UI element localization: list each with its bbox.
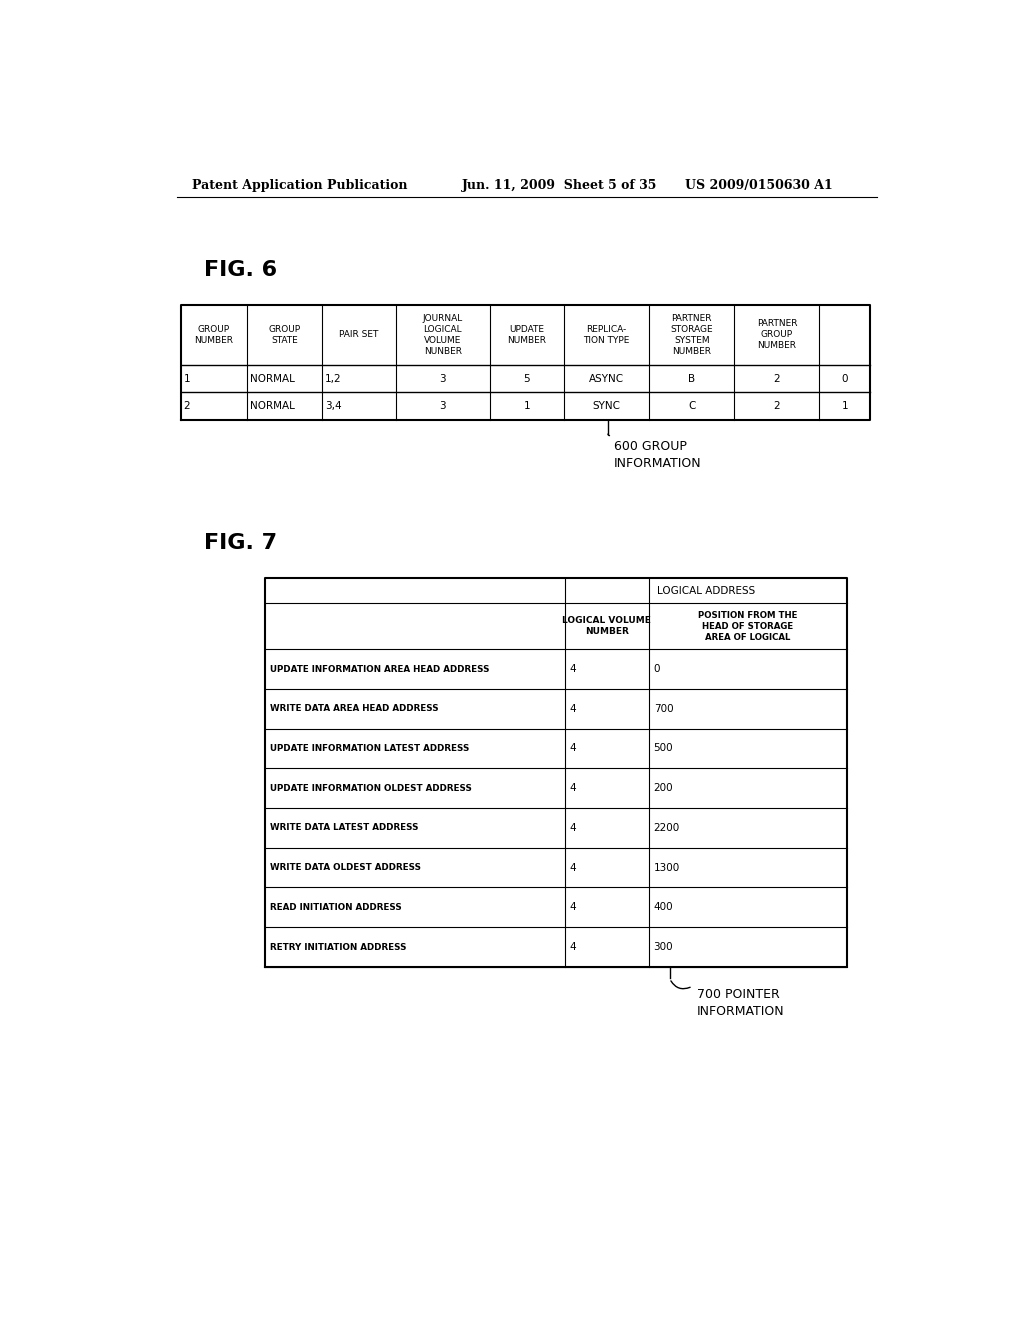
Text: 700 POINTER
INFORMATION: 700 POINTER INFORMATION [696,987,784,1018]
Text: 4: 4 [569,743,575,754]
Text: 0: 0 [842,374,848,384]
Text: 4: 4 [569,783,575,793]
Text: 3,4: 3,4 [325,401,341,412]
Text: B: B [688,374,695,384]
Text: PARTNER
GROUP
NUMBER: PARTNER GROUP NUMBER [757,319,797,350]
Text: 4: 4 [569,704,575,714]
Text: UPDATE INFORMATION AREA HEAD ADDRESS: UPDATE INFORMATION AREA HEAD ADDRESS [270,664,489,673]
Text: READ INITIATION ADDRESS: READ INITIATION ADDRESS [270,903,401,912]
Text: NORMAL: NORMAL [250,401,295,412]
Text: RETRY INITIATION ADDRESS: RETRY INITIATION ADDRESS [270,942,407,952]
Text: 4: 4 [569,942,575,952]
Text: LOGICAL VOLUME
NUMBER: LOGICAL VOLUME NUMBER [562,616,651,636]
Text: POSITION FROM THE
HEAD OF STORAGE
AREA OF LOGICAL: POSITION FROM THE HEAD OF STORAGE AREA O… [698,611,798,642]
Text: 2: 2 [773,401,780,412]
Text: 0: 0 [653,664,660,675]
Text: 600 GROUP
INFORMATION: 600 GROUP INFORMATION [614,441,701,470]
Text: FIG. 6: FIG. 6 [204,260,276,280]
Text: 1,2: 1,2 [325,374,341,384]
Text: 700: 700 [653,704,673,714]
Text: REPLICA-
TION TYPE: REPLICA- TION TYPE [584,325,630,345]
Text: 1: 1 [523,401,530,412]
Text: 5: 5 [523,374,530,384]
Text: Patent Application Publication: Patent Application Publication [193,178,408,191]
Text: UPDATE INFORMATION OLDEST ADDRESS: UPDATE INFORMATION OLDEST ADDRESS [270,784,472,793]
Text: GROUP
STATE: GROUP STATE [268,325,300,345]
Text: 4: 4 [569,903,575,912]
Text: 300: 300 [653,942,673,952]
Text: 4: 4 [569,822,575,833]
Text: 2200: 2200 [653,822,680,833]
Text: LOGICAL ADDRESS: LOGICAL ADDRESS [656,586,755,595]
Text: 1: 1 [842,401,848,412]
Text: C: C [688,401,695,412]
Text: PAIR SET: PAIR SET [339,330,379,339]
Text: WRITE DATA AREA HEAD ADDRESS: WRITE DATA AREA HEAD ADDRESS [270,705,438,713]
Text: WRITE DATA LATEST ADDRESS: WRITE DATA LATEST ADDRESS [270,824,419,833]
Text: SYNC: SYNC [593,401,621,412]
Text: 3: 3 [439,401,446,412]
Text: NORMAL: NORMAL [250,374,295,384]
Text: 1: 1 [183,374,190,384]
Text: 500: 500 [653,743,673,754]
Text: 4: 4 [569,664,575,675]
Text: Jun. 11, 2009  Sheet 5 of 35: Jun. 11, 2009 Sheet 5 of 35 [462,178,657,191]
Text: GROUP
NUMBER: GROUP NUMBER [195,325,233,345]
Text: UPDATE INFORMATION LATEST ADDRESS: UPDATE INFORMATION LATEST ADDRESS [270,744,469,752]
Text: 2: 2 [183,401,190,412]
Text: FIG. 7: FIG. 7 [204,533,276,553]
Text: UPDATE
NUMBER: UPDATE NUMBER [507,325,547,345]
Text: 2: 2 [773,374,780,384]
Text: ASYNC: ASYNC [589,374,625,384]
Text: WRITE DATA OLDEST ADDRESS: WRITE DATA OLDEST ADDRESS [270,863,421,873]
Text: 200: 200 [653,783,673,793]
Text: 3: 3 [439,374,446,384]
Text: JOURNAL
LOGICAL
VOLUME
NUNBER: JOURNAL LOGICAL VOLUME NUNBER [423,314,463,356]
Text: 4: 4 [569,863,575,873]
Text: US 2009/0150630 A1: US 2009/0150630 A1 [685,178,833,191]
Text: 400: 400 [653,903,673,912]
Text: PARTNER
STORAGE
SYSTEM
NUMBER: PARTNER STORAGE SYSTEM NUMBER [671,314,713,356]
Text: 1300: 1300 [653,863,680,873]
